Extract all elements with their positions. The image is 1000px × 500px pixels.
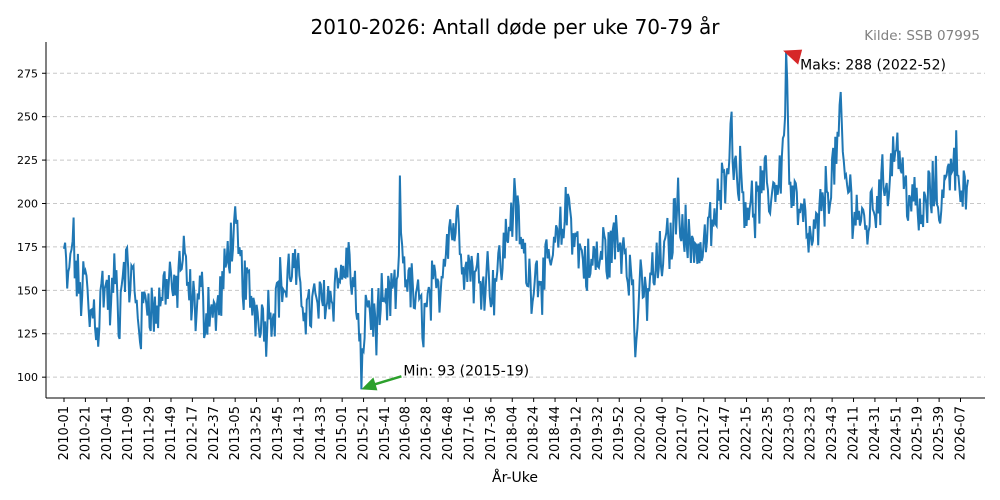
series-line [63, 50, 969, 390]
y-tick-label: 225 [17, 154, 38, 167]
x-tick-label: 2011-09 [121, 406, 136, 460]
x-tick-label: 2015-21 [357, 406, 372, 460]
x-tick-label: 2016-48 [441, 406, 456, 460]
x-tick-label: 2017-36 [484, 406, 499, 460]
source-note: Kilde: SSB 07995 [864, 28, 980, 44]
x-tick-label: 2012-37 [207, 406, 222, 460]
x-tick-label: 2023-03 [782, 406, 797, 460]
x-tick-label: 2021-07 [675, 406, 690, 460]
x-tick-label: 2024-51 [889, 406, 904, 460]
x-tick-label: 2019-52 [612, 406, 627, 460]
x-tick-label: 2021-47 [718, 406, 733, 460]
x-tick-label: 2022-15 [740, 406, 755, 460]
x-tick-label: 2025-39 [932, 406, 947, 460]
x-tick-label: 2015-41 [378, 406, 393, 460]
x-tick-label: 2020-20 [634, 406, 649, 460]
x-tick-label: 2014-33 [314, 406, 329, 460]
y-tick-label: 125 [17, 328, 38, 341]
y-tick-label: 275 [17, 67, 38, 80]
y-tick-label: 175 [17, 241, 38, 254]
annotations: Maks: 288 (2022-52) Min: 93 (2015-19) [361, 49, 946, 391]
chart-title: 2010-2026: Antall døde per uke 70-79 år [310, 15, 720, 39]
x-tick-label: 2010-21 [78, 406, 93, 460]
x-tick-label: 2024-31 [868, 406, 883, 460]
x-tick-label: 2016-28 [420, 406, 435, 460]
x-tick-label: 2013-45 [271, 406, 286, 460]
min-arrow-shaft [371, 375, 402, 387]
x-axis: 2010-01 2010-21 2010-41 2011-09 2011-29 2011-… [57, 398, 969, 460]
x-tick-label: 2012-17 [185, 406, 200, 460]
x-tick-label: 2019-32 [591, 406, 606, 460]
y-axis: 100 125 150 175 200 225 250 275 [17, 67, 46, 384]
x-tick-label: 2018-04 [505, 406, 520, 460]
x-tick-label: 2020-40 [655, 406, 670, 460]
x-tick-label: 2017-16 [462, 406, 477, 460]
x-tick-label: 2011-49 [164, 406, 179, 460]
x-axis-label: År-Uke [492, 469, 538, 486]
x-tick-label: 2018-44 [548, 406, 563, 460]
x-tick-label: 2014-13 [292, 406, 307, 460]
x-tick-label: 2024-11 [847, 406, 862, 460]
x-tick-label: 2025-19 [911, 406, 926, 460]
x-tick-label: 2015-01 [335, 406, 350, 460]
x-tick-label: 2021-27 [697, 406, 712, 460]
min-arrow-head [361, 377, 378, 391]
x-tick-label: 2011-29 [143, 406, 158, 460]
x-tick-label: 2016-08 [398, 406, 413, 460]
x-tick-label: 2023-23 [804, 406, 819, 460]
x-tick-label: 2013-25 [250, 406, 265, 460]
max-annotation: Maks: 288 (2022-52) [800, 58, 946, 74]
y-tick-label: 250 [17, 111, 38, 124]
x-tick-label: 2010-41 [100, 406, 115, 460]
x-tick-label: 2026-07 [954, 406, 969, 460]
y-tick-label: 200 [17, 198, 38, 211]
min-annotation: Min: 93 (2015-19) [403, 363, 529, 379]
y-tick-label: 100 [17, 371, 38, 384]
x-tick-label: 2019-12 [569, 406, 584, 460]
y-tick-label: 150 [17, 284, 38, 297]
x-tick-label: 2018-24 [527, 406, 542, 460]
max-arrow [783, 49, 803, 65]
x-tick-label: 2023-43 [825, 406, 840, 460]
x-tick-label: 2013-05 [228, 406, 243, 460]
x-tick-label: 2010-01 [57, 406, 72, 460]
x-tick-label: 2022-35 [761, 406, 776, 460]
